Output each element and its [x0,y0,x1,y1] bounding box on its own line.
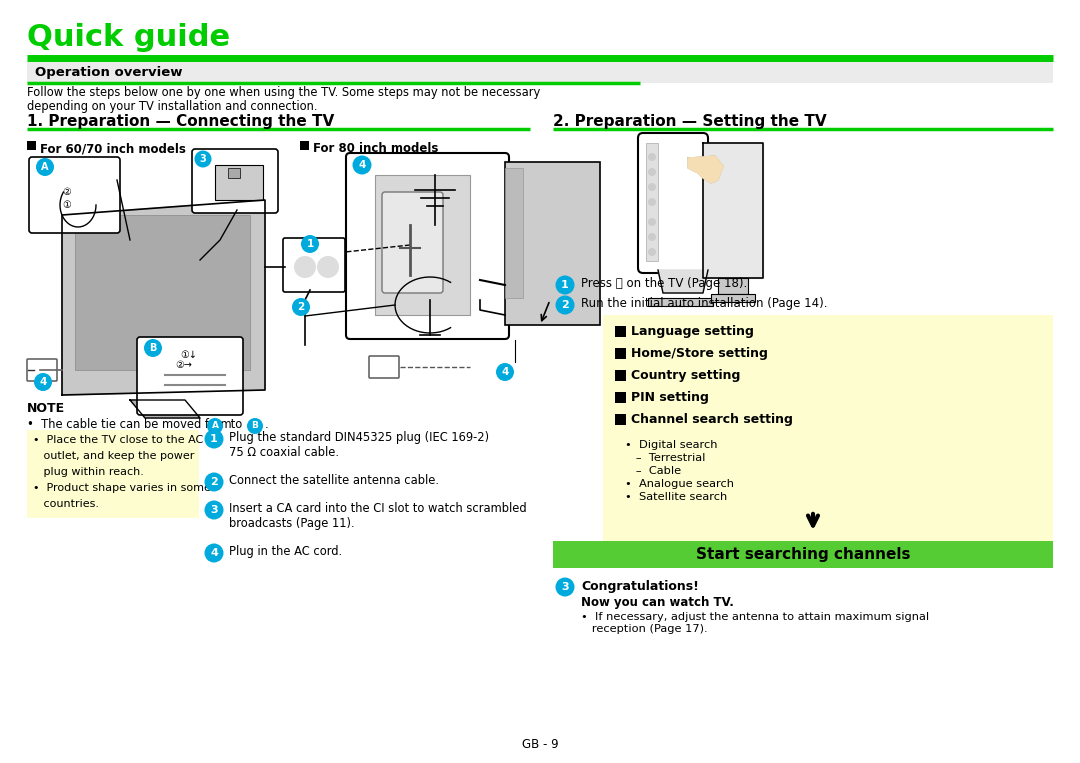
Bar [711,294,755,302]
Text: Operation overview: Operation overview [35,66,183,79]
Circle shape [300,262,310,272]
Bar [646,143,658,261]
Text: 1: 1 [307,239,313,249]
Bar [228,168,240,178]
Circle shape [648,183,656,191]
Bar [75,215,249,370]
FancyBboxPatch shape [29,157,120,233]
Text: 3: 3 [211,505,218,515]
Text: B: B [149,343,157,353]
Circle shape [204,543,224,562]
Circle shape [204,430,224,449]
Text: ②: ② [62,187,71,197]
Text: Home/Store setting: Home/Store setting [631,347,768,360]
Text: 4: 4 [39,377,46,387]
Text: 1: 1 [562,280,569,290]
Text: Insert a CA card into the CI slot to watch scrambled
broadcasts (Page 11).: Insert a CA card into the CI slot to wat… [229,502,527,530]
Circle shape [207,418,222,434]
Bar [300,141,309,150]
Text: Congratulations!: Congratulations! [581,580,699,593]
Circle shape [555,295,575,314]
FancyBboxPatch shape [346,153,509,339]
Text: depending on your TV installation and connection.: depending on your TV installation and co… [27,100,318,113]
Polygon shape [688,156,723,183]
Polygon shape [62,200,265,395]
Text: Plug the standard DIN45325 plug (IEC 169-2)
75 Ω coaxial cable.: Plug the standard DIN45325 plug (IEC 169… [229,431,489,459]
Text: outlet, and keep the power: outlet, and keep the power [33,451,194,461]
Bar [615,348,626,359]
Bar [505,168,523,298]
Circle shape [555,275,575,295]
Text: 2: 2 [211,477,218,487]
Text: 3: 3 [562,582,569,592]
Polygon shape [703,143,762,278]
Circle shape [648,233,656,241]
Circle shape [648,153,656,161]
Text: 1: 1 [211,434,218,444]
Polygon shape [658,270,708,293]
Circle shape [301,235,319,253]
Text: •  Product shape varies in some: • Product shape varies in some [33,483,211,493]
FancyBboxPatch shape [369,356,399,378]
Text: Connect the satellite antenna cable.: Connect the satellite antenna cable. [229,474,438,487]
Bar [615,326,626,337]
Text: •  Satellite search: • Satellite search [625,492,727,502]
Bar [718,278,748,294]
FancyBboxPatch shape [192,149,278,213]
Text: 2: 2 [562,300,569,310]
Text: •  The cable tie can be moved from: • The cable tie can be moved from [27,418,231,431]
Bar [615,370,626,381]
Bar [375,175,470,315]
Bar [505,162,600,325]
Text: 4: 4 [501,367,509,377]
Text: •  If necessary, adjust the antenna to attain maximum signal
   reception (Page : • If necessary, adjust the antenna to at… [581,612,929,633]
Circle shape [33,373,52,391]
Polygon shape [395,277,450,333]
FancyBboxPatch shape [638,133,708,273]
Text: NOTE: NOTE [27,402,65,415]
Text: PIN setting: PIN setting [631,391,708,404]
Text: –  Terrestrial: – Terrestrial [625,453,705,463]
Bar [603,315,1053,550]
Circle shape [194,150,212,168]
Text: .: . [265,418,269,431]
Bar [27,430,199,518]
Text: ②→: ②→ [175,360,192,370]
Bar [553,541,1053,568]
Circle shape [648,248,656,256]
Text: 2. Preparation — Setting the TV: 2. Preparation — Setting the TV [553,114,826,129]
Bar [27,61,1053,83]
Text: Quick guide: Quick guide [27,23,230,52]
Text: 3: 3 [200,154,206,164]
Text: Country setting: Country setting [631,369,741,382]
Circle shape [318,256,339,278]
Text: Follow the steps below one by one when using the TV. Some steps may not be neces: Follow the steps below one by one when u… [27,86,540,99]
Text: 4: 4 [359,160,366,170]
Circle shape [204,501,224,520]
Text: GB - 9: GB - 9 [522,738,558,751]
Text: A: A [212,421,218,430]
Circle shape [36,158,54,176]
Bar [215,165,264,200]
Bar [648,298,713,306]
Circle shape [144,339,162,357]
Text: A: A [41,162,49,172]
Text: to: to [227,418,246,431]
Polygon shape [130,400,200,418]
Circle shape [555,578,575,597]
Circle shape [247,418,264,434]
Text: plug within reach.: plug within reach. [33,467,144,477]
Text: Plug in the AC cord.: Plug in the AC cord. [229,545,342,558]
Circle shape [204,472,224,491]
Circle shape [352,156,372,175]
Text: Now you can watch TV.: Now you can watch TV. [581,596,734,609]
Circle shape [648,198,656,206]
Circle shape [292,298,310,316]
Bar [27,141,36,150]
Circle shape [294,256,316,278]
Text: 1. Preparation — Connecting the TV: 1. Preparation — Connecting the TV [27,114,334,129]
FancyBboxPatch shape [27,359,57,381]
Text: ①↓: ①↓ [180,350,197,360]
Text: •  Digital search: • Digital search [625,440,717,450]
FancyBboxPatch shape [137,337,243,415]
